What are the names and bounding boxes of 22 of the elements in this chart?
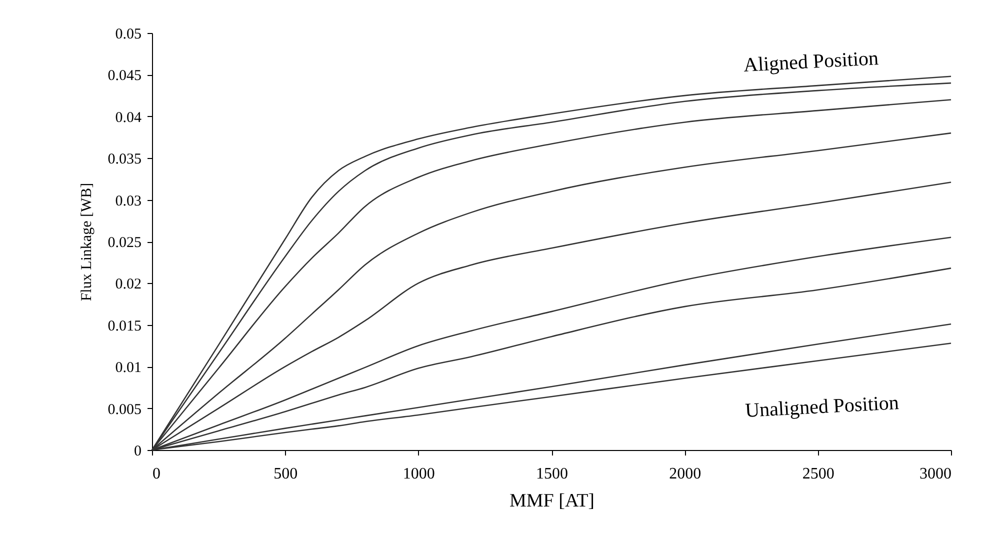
x-tick-label: 2000 [669,466,702,482]
annotation: Aligned Position [743,47,879,77]
y-tick-label: 0.015 [108,318,142,334]
x-tick-label: 3000 [920,466,952,482]
annotation: Unaligned Position [744,392,900,422]
x-tick-label: 1500 [536,466,568,482]
y-tick-label: 0 [134,444,142,460]
y-tick-label: 0.01 [115,360,142,376]
y-tick-label: 0.005 [108,402,142,418]
y-tick-label: 0.05 [115,26,142,42]
y-tick-label: 0.02 [115,276,142,293]
y-tick-label: 0.045 [108,68,142,84]
y-tick-label: 0.035 [108,152,142,168]
x-tick-label: 0 [152,466,160,482]
x-tick-label: 500 [274,466,298,482]
x-tick-label: 1000 [402,466,435,482]
y-tick-label: 0.03 [115,193,142,210]
x-tick-label: 2500 [802,466,834,482]
y-tick-label: 0.025 [108,235,142,251]
x-axis-title: MMF [AT] [510,490,594,512]
y-tick-label: 0.04 [115,110,142,126]
y-axis-title: Flux Linkage [WB] [78,182,95,302]
